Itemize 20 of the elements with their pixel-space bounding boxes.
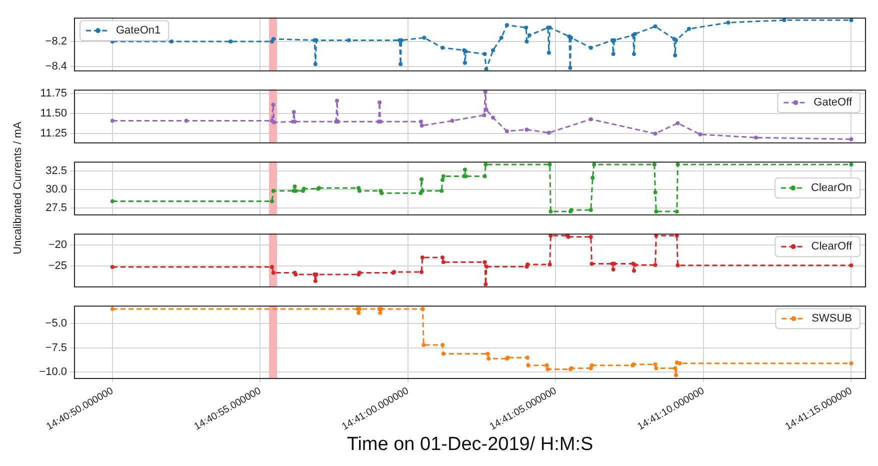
y-tick-label: 32.5 bbox=[46, 165, 67, 178]
legend-label: GateOff bbox=[814, 96, 853, 109]
y-tick-label: −8.2 bbox=[45, 36, 67, 48]
y-tick-label: −20 bbox=[48, 239, 67, 252]
y-tick-label: −8.4 bbox=[45, 60, 67, 73]
legend-label: ClearOn bbox=[811, 182, 852, 194]
y-tick-label: 11.75 bbox=[40, 88, 67, 100]
y-tick-label: 30.0 bbox=[46, 184, 67, 196]
x-axis-title: Time on 01-Dec-2019/ H:M:S bbox=[346, 434, 594, 455]
y-tick-label: 27.5 bbox=[46, 202, 67, 214]
legend-label: GateOn1 bbox=[116, 24, 161, 37]
y-tick-label: −5.0 bbox=[45, 318, 67, 330]
y-tick-label: −7.5 bbox=[45, 342, 67, 354]
y-tick-label: 11.25 bbox=[40, 128, 67, 140]
legend-label: ClearOff bbox=[811, 240, 853, 253]
legend-label: SWSUB bbox=[812, 312, 852, 325]
y-tick-label: −10.0 bbox=[39, 366, 67, 378]
y-tick-label: 11.50 bbox=[40, 108, 67, 120]
y-tick-label: −25 bbox=[48, 260, 67, 272]
y-axis-title: Uncalibrated Currents / mA bbox=[12, 122, 24, 254]
